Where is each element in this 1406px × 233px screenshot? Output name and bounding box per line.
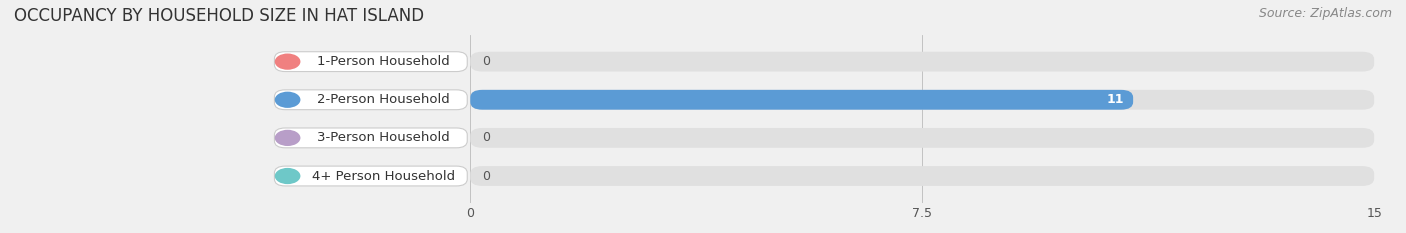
Text: 1-Person Household: 1-Person Household (318, 55, 450, 68)
FancyBboxPatch shape (274, 52, 467, 72)
Text: 3-Person Household: 3-Person Household (318, 131, 450, 144)
Ellipse shape (274, 168, 301, 184)
Text: OCCUPANCY BY HOUSEHOLD SIZE IN HAT ISLAND: OCCUPANCY BY HOUSEHOLD SIZE IN HAT ISLAN… (14, 7, 425, 25)
FancyBboxPatch shape (470, 90, 1133, 110)
FancyBboxPatch shape (274, 166, 467, 186)
Ellipse shape (274, 92, 301, 108)
Text: 4+ Person Household: 4+ Person Household (312, 170, 456, 182)
FancyBboxPatch shape (470, 166, 1374, 186)
FancyBboxPatch shape (274, 128, 467, 148)
Text: Source: ZipAtlas.com: Source: ZipAtlas.com (1258, 7, 1392, 20)
FancyBboxPatch shape (470, 90, 1374, 110)
Text: 0: 0 (482, 170, 491, 182)
FancyBboxPatch shape (470, 52, 1374, 72)
Ellipse shape (274, 54, 301, 70)
Text: 11: 11 (1107, 93, 1125, 106)
Text: 0: 0 (482, 131, 491, 144)
Ellipse shape (274, 130, 301, 146)
Text: 2-Person Household: 2-Person Household (318, 93, 450, 106)
Text: 0: 0 (482, 55, 491, 68)
FancyBboxPatch shape (470, 128, 1374, 148)
FancyBboxPatch shape (274, 90, 467, 110)
